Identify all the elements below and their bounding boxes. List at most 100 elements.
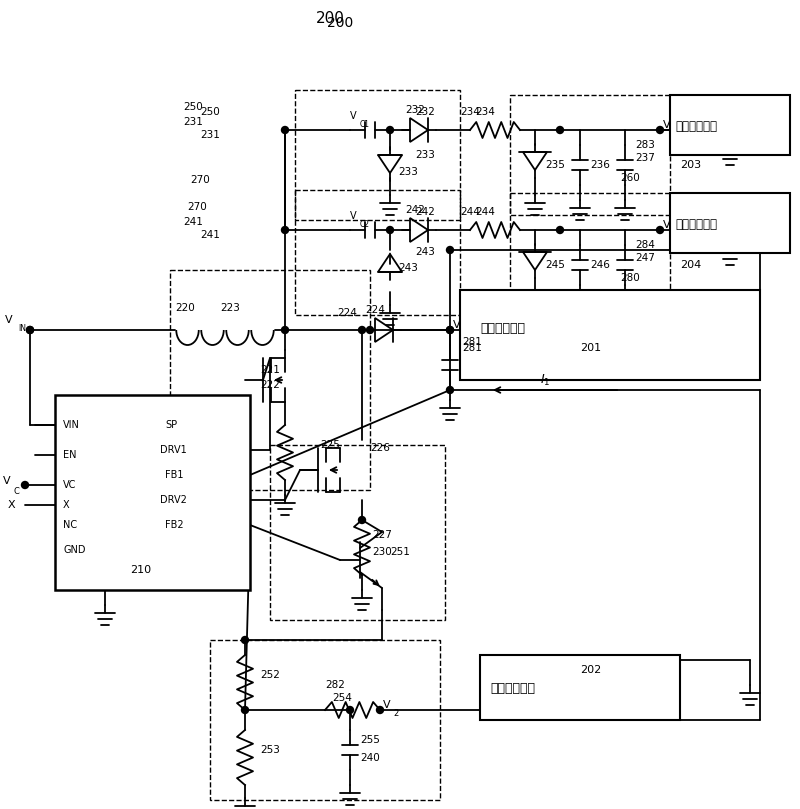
Bar — [55, 395, 250, 590]
Text: 250: 250 — [200, 107, 220, 117]
Text: 237: 237 — [635, 153, 655, 163]
Text: VIN: VIN — [63, 420, 80, 430]
Text: 243: 243 — [415, 247, 435, 257]
Text: 280: 280 — [620, 273, 640, 283]
Circle shape — [242, 637, 249, 643]
Text: 243: 243 — [398, 263, 418, 273]
Bar — [510, 95, 670, 215]
Text: 260: 260 — [620, 173, 640, 183]
Text: 282: 282 — [325, 680, 345, 690]
Circle shape — [557, 126, 563, 133]
Circle shape — [26, 327, 34, 333]
Text: 253: 253 — [260, 745, 280, 755]
Text: 222: 222 — [260, 380, 280, 390]
Text: 234: 234 — [475, 107, 495, 117]
Text: 210: 210 — [130, 565, 151, 575]
Text: 200: 200 — [315, 11, 345, 26]
Text: GND: GND — [63, 545, 86, 555]
Text: V: V — [3, 476, 10, 486]
Text: NC: NC — [63, 520, 77, 530]
Text: 202: 202 — [580, 665, 602, 675]
Circle shape — [346, 706, 354, 714]
Bar — [460, 290, 760, 380]
Bar — [670, 95, 790, 155]
Text: 230: 230 — [372, 547, 392, 557]
Text: 231: 231 — [183, 117, 203, 127]
Bar — [480, 655, 680, 720]
Text: 227: 227 — [372, 530, 392, 540]
Text: VC: VC — [63, 480, 76, 490]
Text: V: V — [453, 320, 461, 330]
Text: 204: 204 — [680, 260, 702, 270]
Circle shape — [282, 327, 289, 333]
Text: 244: 244 — [475, 207, 495, 217]
Circle shape — [282, 227, 289, 234]
Circle shape — [446, 247, 454, 253]
Text: IN: IN — [18, 324, 26, 333]
Text: 221: 221 — [260, 365, 280, 375]
Text: 224: 224 — [337, 308, 357, 318]
Text: $I_1$: $I_1$ — [540, 372, 550, 388]
Text: 251: 251 — [390, 547, 410, 557]
Text: 281: 281 — [462, 337, 482, 347]
Text: 223: 223 — [220, 303, 240, 313]
Text: 254: 254 — [332, 693, 352, 703]
Circle shape — [657, 227, 663, 234]
Bar — [270, 445, 445, 620]
Circle shape — [358, 516, 366, 523]
Circle shape — [366, 327, 374, 333]
Text: 201: 201 — [580, 343, 601, 353]
Text: 225: 225 — [320, 440, 340, 450]
Circle shape — [282, 126, 289, 133]
Bar — [210, 640, 440, 800]
Text: 250: 250 — [183, 102, 202, 112]
Circle shape — [446, 387, 454, 393]
Text: FB2: FB2 — [165, 520, 184, 530]
Text: 283: 283 — [635, 140, 655, 150]
Circle shape — [446, 327, 454, 333]
Text: 236: 236 — [590, 160, 610, 170]
Text: V: V — [663, 220, 670, 230]
Circle shape — [22, 481, 29, 489]
Text: 284: 284 — [635, 240, 655, 250]
Text: SP: SP — [165, 420, 177, 430]
Text: 1: 1 — [463, 329, 468, 338]
Text: V: V — [5, 315, 13, 325]
Text: 244: 244 — [460, 207, 480, 217]
Text: 255: 255 — [360, 735, 380, 745]
Text: 252: 252 — [260, 670, 280, 680]
Text: 4: 4 — [673, 230, 678, 239]
Text: 242: 242 — [415, 207, 435, 217]
Bar — [170, 270, 370, 490]
Text: V: V — [350, 111, 357, 121]
Circle shape — [26, 327, 34, 333]
Circle shape — [242, 706, 249, 714]
Text: 224: 224 — [365, 305, 385, 315]
Text: 200: 200 — [327, 16, 353, 30]
Bar — [510, 193, 670, 308]
Text: EN: EN — [63, 450, 77, 460]
Text: 232: 232 — [405, 105, 425, 115]
Text: 247: 247 — [635, 253, 655, 263]
Text: V: V — [350, 211, 357, 221]
Bar — [670, 193, 790, 253]
Text: V: V — [383, 700, 390, 710]
Text: 第四负载电路: 第四负载电路 — [675, 218, 717, 231]
Text: 第一负载电路: 第一负载电路 — [480, 321, 525, 334]
Text: 第二负载电路: 第二负载电路 — [490, 681, 535, 694]
Text: 226: 226 — [370, 443, 390, 453]
Text: C2: C2 — [360, 219, 370, 228]
Text: 第三负载电路: 第三负载电路 — [675, 120, 717, 133]
Text: 232: 232 — [415, 107, 435, 117]
Text: DRV2: DRV2 — [160, 495, 187, 505]
Text: 2: 2 — [393, 709, 398, 718]
Circle shape — [446, 327, 454, 333]
Circle shape — [377, 706, 383, 714]
Circle shape — [386, 126, 394, 133]
Text: DRV1: DRV1 — [160, 445, 186, 455]
Text: 241: 241 — [200, 230, 220, 240]
Text: 270: 270 — [187, 202, 206, 212]
Text: C1: C1 — [360, 120, 370, 129]
Text: 240: 240 — [360, 753, 380, 763]
Text: 231: 231 — [200, 130, 220, 140]
